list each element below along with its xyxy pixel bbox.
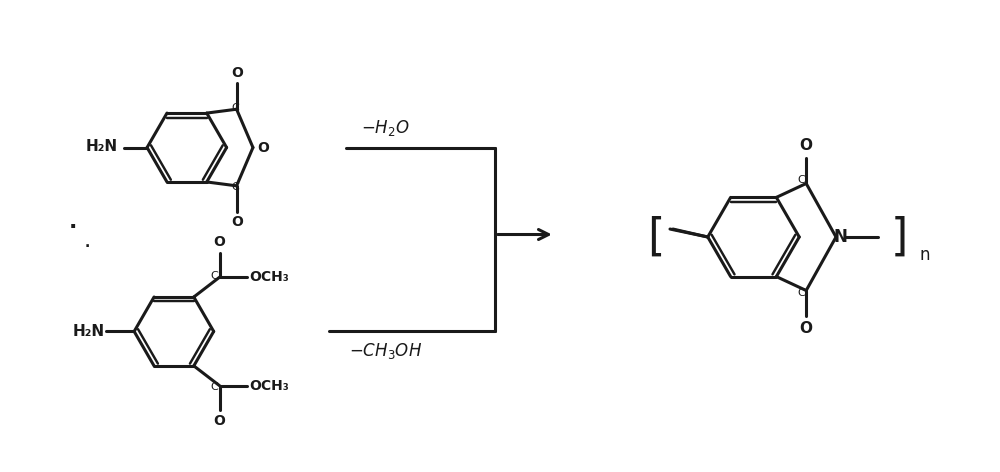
Text: ·: ·: [85, 240, 90, 254]
Text: C: C: [210, 271, 218, 281]
Text: $-CH_3OH$: $-CH_3OH$: [349, 341, 422, 362]
Text: C: C: [797, 288, 805, 298]
Text: n: n: [920, 246, 930, 264]
Text: $-H_2O$: $-H_2O$: [361, 118, 410, 138]
Text: C: C: [232, 182, 239, 192]
Text: [: [: [647, 216, 665, 259]
Text: O: O: [800, 138, 813, 153]
Text: C: C: [232, 103, 239, 113]
Text: H₂N: H₂N: [72, 324, 104, 339]
Text: O: O: [232, 215, 243, 228]
Text: OCH₃: OCH₃: [249, 379, 289, 393]
Text: O: O: [214, 236, 226, 249]
Text: O: O: [232, 67, 243, 80]
Text: C: C: [210, 382, 218, 392]
Text: C: C: [797, 176, 805, 185]
Text: O: O: [214, 413, 226, 428]
Text: ]: ]: [891, 216, 908, 259]
Text: O: O: [800, 321, 813, 336]
Text: ·: ·: [68, 217, 77, 237]
Text: N: N: [833, 228, 847, 246]
Text: O: O: [257, 141, 269, 154]
Text: OCH₃: OCH₃: [249, 270, 289, 284]
Text: H₂N: H₂N: [85, 139, 117, 154]
